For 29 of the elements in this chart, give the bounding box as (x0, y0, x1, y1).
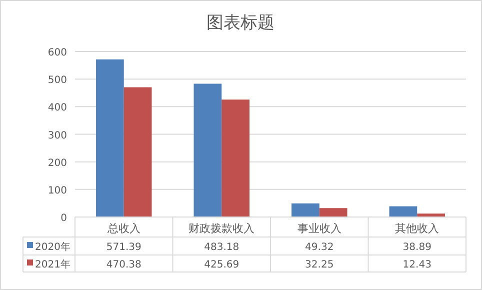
chart-title: 图表标题 (206, 13, 274, 33)
y-tick-label: 100 (48, 185, 67, 196)
y-tick-label: 400 (48, 102, 67, 114)
legend-label: 2020年 (35, 241, 70, 253)
bar (194, 84, 222, 217)
bar (292, 203, 320, 217)
bar (96, 59, 124, 217)
x-tick-label: 其他收入 (395, 222, 440, 235)
data-label: 32.25 (305, 260, 334, 270)
bar (222, 100, 250, 217)
legend-label: 2021年 (35, 258, 70, 270)
data-label: 12.43 (402, 260, 432, 270)
y-tick-label: 500 (48, 75, 67, 86)
data-label: 49.32 (305, 242, 334, 253)
x-tick-label: 财政拨款收入 (188, 222, 255, 235)
data-label: 483.18 (204, 242, 240, 253)
data-label: 470.38 (106, 260, 142, 270)
data-label: 425.69 (204, 260, 240, 270)
y-tick-label: 0 (60, 213, 67, 224)
bar (389, 206, 418, 217)
y-tick-label: 200 (48, 158, 67, 169)
bar (319, 208, 348, 217)
data-label: 38.89 (402, 242, 432, 253)
y-tick-label: 300 (48, 130, 67, 142)
x-tick-label: 事业收入 (297, 222, 342, 235)
data-label: 571.39 (106, 242, 142, 253)
x-tick-label: 总收入 (106, 222, 140, 235)
y-tick-label: 600 (48, 48, 67, 58)
bar (124, 87, 152, 217)
